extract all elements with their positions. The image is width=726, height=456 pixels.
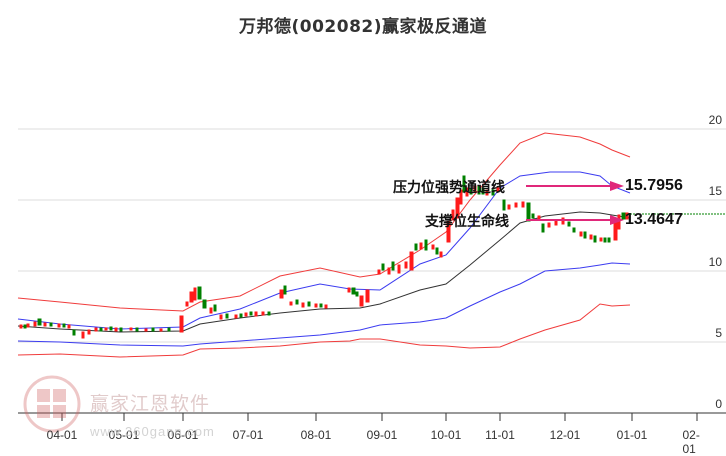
gridlines: [18, 128, 726, 343]
support-arrow: [526, 215, 624, 225]
x-tick-10-01: 10-01: [430, 428, 462, 442]
y-tick-0: 0: [715, 397, 722, 411]
chart-title: 万邦德(002082)赢家极反通道: [238, 17, 487, 37]
resistance-value: 15.7956: [625, 177, 683, 194]
y-tick-10: 10: [708, 255, 722, 269]
support-label: 支撑位生命线: [425, 214, 509, 230]
x-tick-04-01: 04-01: [46, 428, 78, 442]
watermark-brand: 赢家江恩软件: [90, 393, 211, 415]
x-tick-12-01: 12-01: [549, 428, 581, 442]
resistance-label: 压力位强势通道线: [393, 180, 505, 196]
x-tick-11-01: 11-01: [485, 428, 515, 442]
x-tick-07-01: 07-01: [232, 428, 264, 442]
resistance-arrow: [526, 181, 624, 191]
x-tick-08-01: 08-01: [300, 428, 332, 442]
upper-inner-band: [17, 171, 631, 330]
mid-line: [17, 211, 631, 333]
x-axis: [18, 412, 726, 421]
x-tick-05-01: 05-01: [108, 428, 140, 442]
lower-outer-band: [17, 303, 631, 358]
y-tick-5: 5: [715, 326, 722, 340]
y-tick-15: 15: [708, 184, 722, 198]
support-value: 13.4647: [625, 211, 683, 228]
x-tick-02-01: 02-01: [682, 428, 700, 456]
watermark-logo: [23, 375, 81, 433]
y-tick-20: 20: [708, 113, 722, 127]
x-tick-06-01: 06-01: [167, 428, 199, 442]
watermark-url: www.360gann.com: [90, 424, 215, 439]
upper-outer-band: [17, 132, 631, 312]
lower-inner-band: [17, 262, 631, 347]
x-tick-09-01: 09-01: [366, 428, 398, 442]
candlesticks: [19, 175, 629, 339]
x-tick-01-01: 01-01: [616, 428, 648, 442]
